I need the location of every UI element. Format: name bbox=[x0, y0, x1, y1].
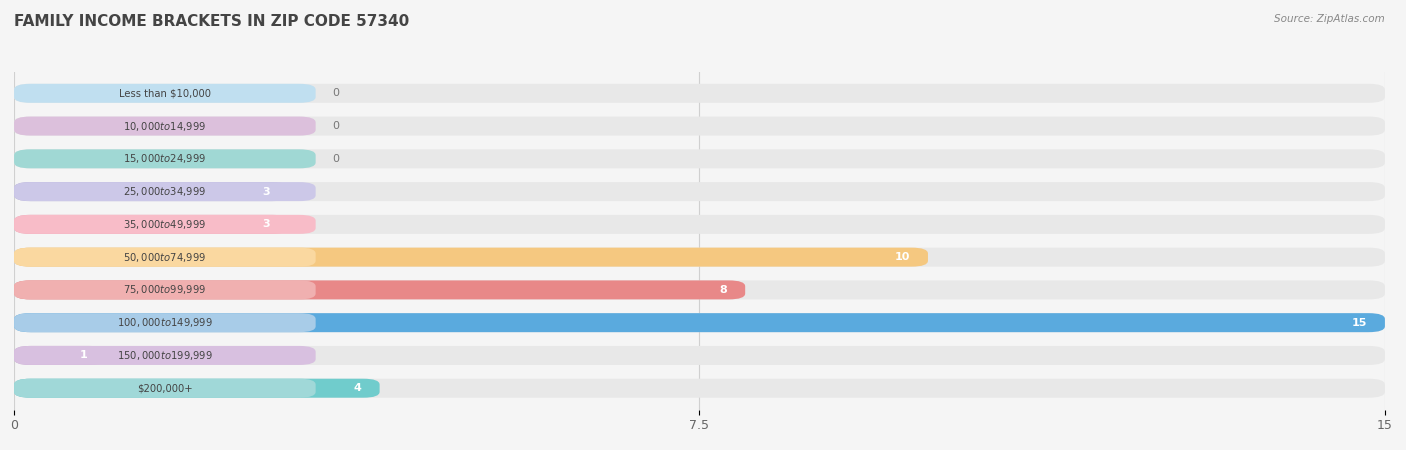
Text: 8: 8 bbox=[718, 285, 727, 295]
FancyBboxPatch shape bbox=[14, 215, 316, 234]
Text: 0: 0 bbox=[332, 88, 339, 98]
FancyBboxPatch shape bbox=[14, 248, 316, 267]
FancyBboxPatch shape bbox=[14, 379, 1385, 398]
FancyBboxPatch shape bbox=[14, 346, 316, 365]
FancyBboxPatch shape bbox=[14, 149, 316, 168]
Text: 0: 0 bbox=[332, 154, 339, 164]
Text: $50,000 to $74,999: $50,000 to $74,999 bbox=[124, 251, 207, 264]
FancyBboxPatch shape bbox=[14, 182, 288, 201]
FancyBboxPatch shape bbox=[14, 84, 1385, 103]
Text: 4: 4 bbox=[353, 383, 361, 393]
FancyBboxPatch shape bbox=[14, 313, 316, 332]
FancyBboxPatch shape bbox=[14, 182, 1385, 201]
FancyBboxPatch shape bbox=[14, 280, 1385, 299]
Text: $100,000 to $149,999: $100,000 to $149,999 bbox=[117, 316, 212, 329]
Text: 1: 1 bbox=[79, 351, 87, 360]
FancyBboxPatch shape bbox=[14, 280, 316, 299]
Text: $10,000 to $14,999: $10,000 to $14,999 bbox=[124, 120, 207, 133]
FancyBboxPatch shape bbox=[14, 117, 1385, 135]
Text: Source: ZipAtlas.com: Source: ZipAtlas.com bbox=[1274, 14, 1385, 23]
Text: 10: 10 bbox=[894, 252, 910, 262]
Text: FAMILY INCOME BRACKETS IN ZIP CODE 57340: FAMILY INCOME BRACKETS IN ZIP CODE 57340 bbox=[14, 14, 409, 28]
FancyBboxPatch shape bbox=[14, 346, 1385, 365]
FancyBboxPatch shape bbox=[14, 182, 316, 201]
FancyBboxPatch shape bbox=[14, 313, 1385, 332]
FancyBboxPatch shape bbox=[14, 379, 380, 398]
Text: 3: 3 bbox=[263, 219, 270, 230]
Text: $75,000 to $99,999: $75,000 to $99,999 bbox=[124, 284, 207, 297]
FancyBboxPatch shape bbox=[14, 215, 288, 234]
FancyBboxPatch shape bbox=[14, 149, 1385, 168]
FancyBboxPatch shape bbox=[14, 215, 1385, 234]
FancyBboxPatch shape bbox=[14, 379, 316, 398]
Text: Less than $10,000: Less than $10,000 bbox=[120, 88, 211, 98]
Text: 0: 0 bbox=[332, 121, 339, 131]
FancyBboxPatch shape bbox=[14, 248, 1385, 267]
FancyBboxPatch shape bbox=[14, 313, 1385, 332]
Text: $25,000 to $34,999: $25,000 to $34,999 bbox=[124, 185, 207, 198]
Text: $35,000 to $49,999: $35,000 to $49,999 bbox=[124, 218, 207, 231]
Text: 3: 3 bbox=[263, 187, 270, 197]
Text: $200,000+: $200,000+ bbox=[136, 383, 193, 393]
Text: 15: 15 bbox=[1351, 318, 1367, 328]
FancyBboxPatch shape bbox=[14, 248, 928, 267]
Text: $15,000 to $24,999: $15,000 to $24,999 bbox=[124, 153, 207, 165]
FancyBboxPatch shape bbox=[14, 117, 316, 135]
FancyBboxPatch shape bbox=[14, 280, 745, 299]
FancyBboxPatch shape bbox=[14, 346, 105, 365]
FancyBboxPatch shape bbox=[14, 84, 316, 103]
Text: $150,000 to $199,999: $150,000 to $199,999 bbox=[117, 349, 212, 362]
